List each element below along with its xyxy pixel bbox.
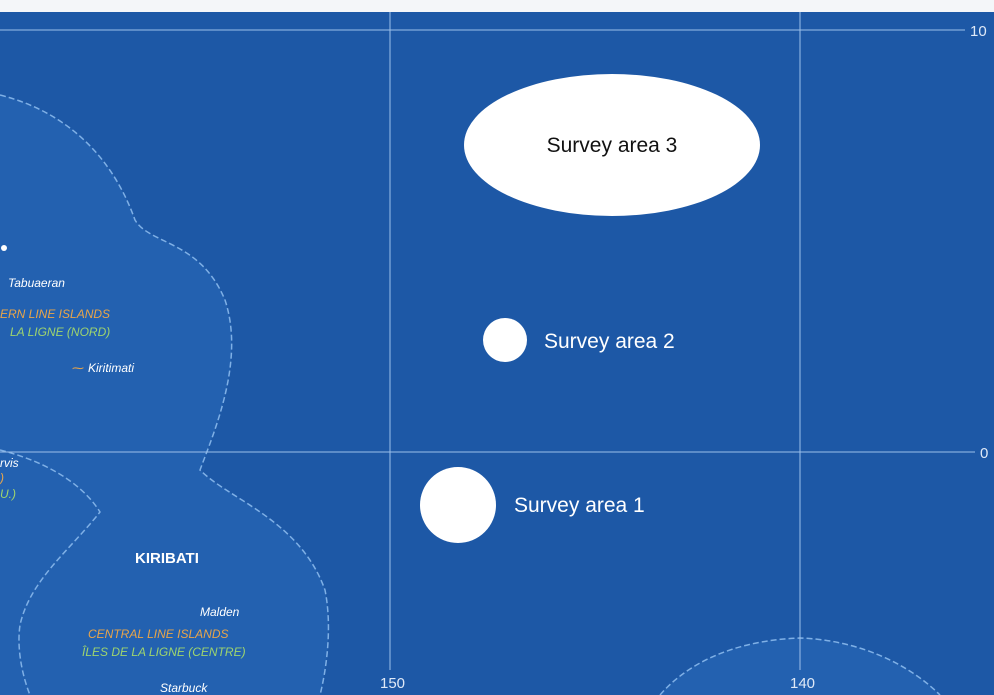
eez-boundary xyxy=(0,94,330,695)
place-label: Kiritimati xyxy=(88,361,134,375)
survey-area xyxy=(483,318,527,362)
region-label: LA LIGNE (NORD) xyxy=(10,325,110,339)
country-label: KIRIBATI xyxy=(135,550,199,567)
eez-region xyxy=(0,95,329,695)
island-marker: ⁓ xyxy=(72,361,84,375)
region-label: ERN LINE ISLANDS xyxy=(0,307,110,321)
place-label: ) xyxy=(0,471,4,485)
survey-area xyxy=(420,467,496,543)
longitude-label: 150 xyxy=(380,675,405,692)
region-label: CENTRAL LINE ISLANDS xyxy=(88,627,229,641)
latitude-label: 0 xyxy=(980,445,988,462)
survey-area xyxy=(464,74,760,216)
survey-label: Survey area 2 xyxy=(544,330,675,353)
place-label: Tabuaeran xyxy=(8,276,65,290)
island-marker xyxy=(1,245,7,251)
survey-label: Survey area 1 xyxy=(514,494,645,517)
place-label: Malden xyxy=(200,605,240,619)
place-label: U.) xyxy=(0,487,16,501)
region-label: ÎLES DE LA LIGNE (CENTRE) xyxy=(82,644,246,659)
place-label: rvis xyxy=(0,456,19,470)
longitude-label: 140 xyxy=(790,675,815,692)
top-margin xyxy=(0,0,994,12)
place-label: Starbuck xyxy=(160,681,208,695)
eez-boundary xyxy=(0,449,101,695)
latitude-label: 10 xyxy=(970,23,987,40)
survey-label: Survey area 3 xyxy=(547,134,678,157)
